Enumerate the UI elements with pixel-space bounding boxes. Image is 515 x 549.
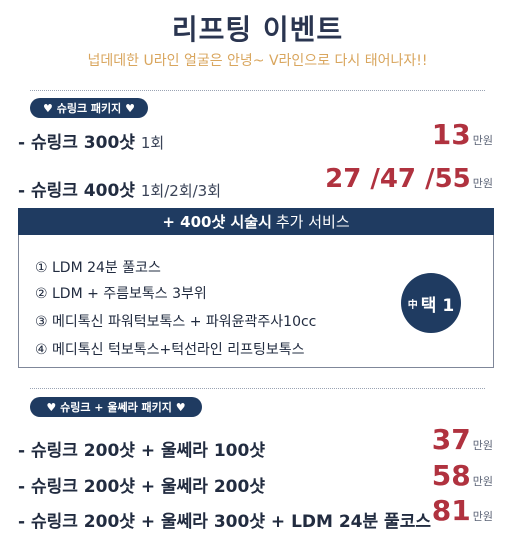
price-unit: 만원 <box>472 134 493 147</box>
item-sub: 1회/2회/3회 <box>140 182 222 200</box>
price-value: 58 <box>431 459 471 492</box>
package-item-combo-100: - 슈링크 200샷 + 울쎄라 100샷 <box>18 436 265 461</box>
price-value: 37 <box>431 423 471 456</box>
bonus-bar-sub: 추가 서비스 <box>275 213 350 231</box>
price-value: 27 /47 /55 <box>325 164 471 194</box>
price-combo-200: 58 만원 <box>432 459 493 492</box>
item-sub: 1회 <box>140 134 165 152</box>
choose-big: 택 1 <box>420 295 455 316</box>
price-unit: 만원 <box>472 510 493 523</box>
bonus-option-2: ② LDM + 주름보톡스 3부위 <box>35 286 207 302</box>
item-label: - 슈링크 300샷 <box>18 133 135 153</box>
choose-one-badge: 中 택 1 <box>401 273 461 333</box>
bonus-bar-main: + 400샷 시술시 <box>162 213 272 231</box>
bonus-option-3: ③ 메디톡신 파워턱보톡스 + 파워윤곽주사10cc <box>35 314 317 330</box>
bonus-option-1: ① LDM 24분 풀코스 <box>35 260 161 276</box>
price-shrink-400: 27 /47 /55 만원 <box>325 164 493 194</box>
price-value: 13 <box>431 118 471 151</box>
bonus-option-4: ④ 메디톡신 턱보톡스+턱선라인 리프팅보톡스 <box>35 342 305 358</box>
bonus-service-bar: + 400샷 시술시 추가 서비스 <box>18 208 494 235</box>
page-subtitle: 넙데데한 U라인 얼굴은 안녕~ V라인으로 다시 태어나자!! <box>87 53 428 69</box>
package-item-combo-200: - 슈링크 200샷 + 울쎄라 200샷 <box>18 472 265 497</box>
price-shrink-300: 13 만원 <box>432 118 493 151</box>
package-item-shrink-300: - 슈링크 300샷 1회 <box>18 128 164 153</box>
divider <box>30 90 485 91</box>
item-label: - 슈링크 200샷 + 울쎄라 100샷 <box>18 441 265 461</box>
package-item-shrink-400: - 슈링크 400샷 1회/2회/3회 <box>18 176 221 201</box>
price-unit: 만원 <box>472 475 493 488</box>
divider <box>30 388 485 389</box>
bonus-options-box: ① LDM 24분 풀코스 ② LDM + 주름보톡스 3부위 ③ 메디톡신 파… <box>18 235 494 368</box>
package-badge-shrink-ulthera: ♥ 슈링크 + 울쎄라 패키지 ♥ <box>30 397 202 417</box>
item-label: - 슈링크 200샷 + 울쎄라 300샷 + LDM 24분 풀코스 <box>18 512 431 532</box>
price-unit: 만원 <box>472 177 493 190</box>
price-unit: 만원 <box>472 439 493 452</box>
item-label: - 슈링크 200샷 + 울쎄라 200샷 <box>18 477 265 497</box>
price-combo-100: 37 만원 <box>432 423 493 456</box>
price-value: 81 <box>431 494 471 527</box>
page-title: 리프팅 이벤트 <box>171 13 344 46</box>
choose-small: 中 <box>407 299 418 311</box>
package-item-combo-300-ldm: - 슈링크 200샷 + 울쎄라 300샷 + LDM 24분 풀코스 <box>18 507 431 532</box>
price-combo-300-ldm: 81 만원 <box>432 494 493 527</box>
package-badge-shrink: ♥ 슈링크 패키지 ♥ <box>30 98 148 118</box>
item-label: - 슈링크 400샷 <box>18 181 135 201</box>
